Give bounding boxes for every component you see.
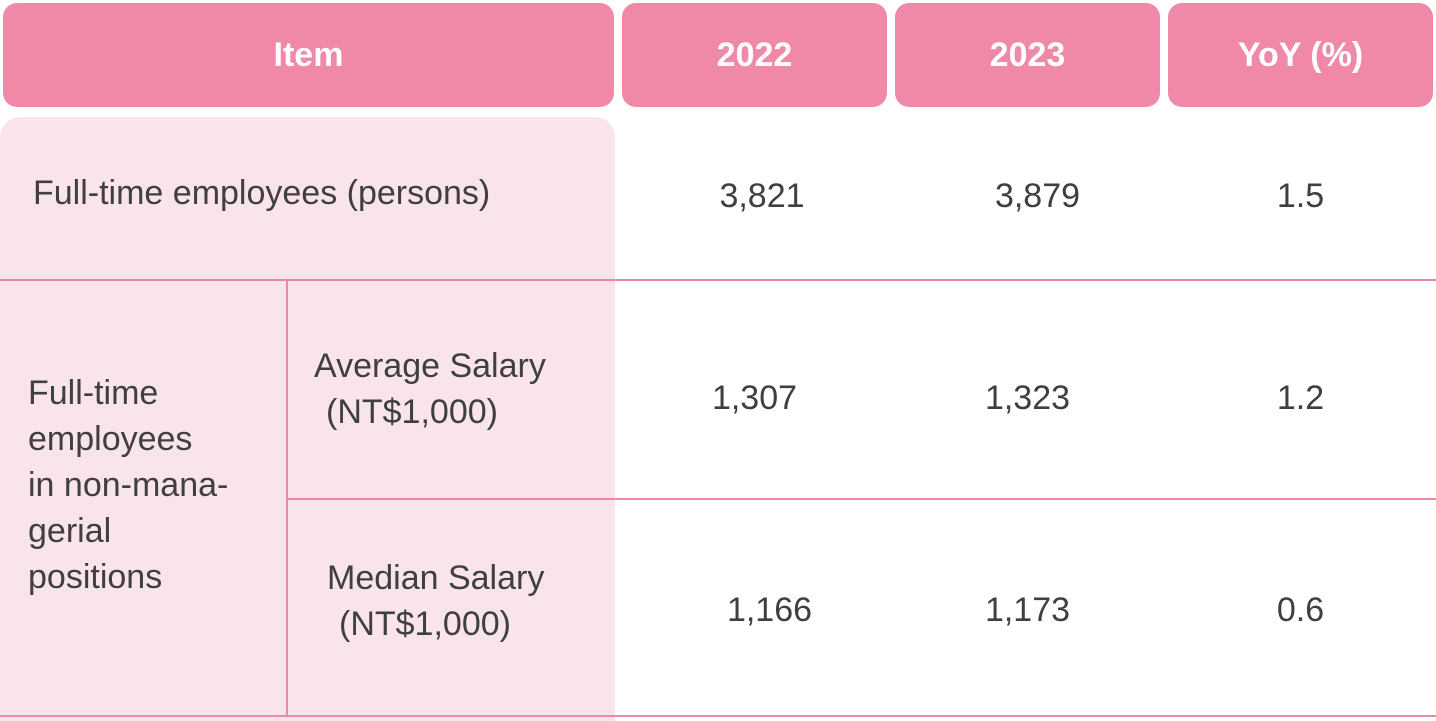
label-column-bg xyxy=(0,117,615,721)
cell-median-2023: 1,173 xyxy=(984,591,1071,629)
header-2023: 2023 xyxy=(895,3,1160,107)
header-item: Item xyxy=(3,3,614,107)
group-label-line: positions xyxy=(28,558,163,596)
cell-median-2022: 1,166 xyxy=(726,591,813,629)
cell-median-yoy: 0.6 xyxy=(1276,591,1325,629)
group-label-line: employees xyxy=(28,420,193,458)
subrow-label-median-salary: Median Salary (NT$1,000) xyxy=(327,555,544,647)
subrow-label-line: Average Salary xyxy=(314,347,546,385)
group-label-line: in non-mana- xyxy=(28,466,229,504)
group-label-non-managerial: Full-time employees in non-mana- gerial … xyxy=(28,370,228,600)
subrow-label-line: Median Salary xyxy=(327,559,545,597)
cell-fulltime-2022: 3,821 xyxy=(719,177,805,215)
subrow-label-average-salary: Average Salary (NT$1,000) xyxy=(314,343,546,435)
header-2022: 2022 xyxy=(622,3,887,107)
group-label-line: Full-time xyxy=(28,374,159,412)
row-divider-1 xyxy=(0,279,1436,281)
bottom-border xyxy=(0,715,1436,717)
cell-average-2023: 1,323 xyxy=(984,379,1071,417)
cell-fulltime-yoy: 1.5 xyxy=(1276,177,1325,215)
cell-average-yoy: 1.2 xyxy=(1276,379,1325,417)
cell-average-2022: 1,307 xyxy=(711,379,798,417)
group-label-line: gerial xyxy=(28,512,112,550)
subrow-label-line: (NT$1,000) xyxy=(326,393,498,431)
subrow-label-line: (NT$1,000) xyxy=(339,605,511,643)
cell-fulltime-2023: 3,879 xyxy=(994,177,1081,215)
header-yoy: YoY (%) xyxy=(1168,3,1433,107)
row-label-fulltime-employees: Full-time employees (persons) xyxy=(33,174,491,212)
row-divider-2 xyxy=(286,498,1436,500)
group-divider xyxy=(286,281,288,717)
